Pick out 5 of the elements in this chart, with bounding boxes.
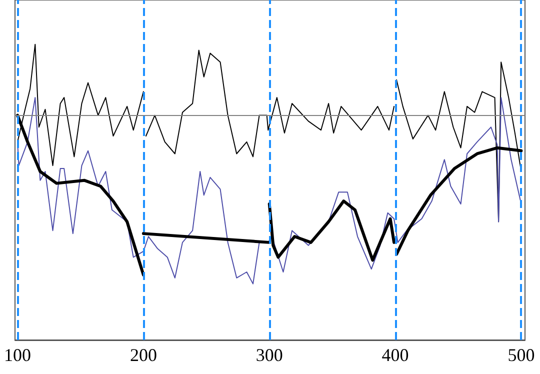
x-tick-label: 400 [382, 345, 409, 365]
x-tick-label: 200 [130, 345, 157, 365]
x-tick-label: 300 [256, 345, 283, 365]
x-tick-label: 500 [508, 345, 535, 365]
x-tick-label: 100 [4, 345, 32, 365]
